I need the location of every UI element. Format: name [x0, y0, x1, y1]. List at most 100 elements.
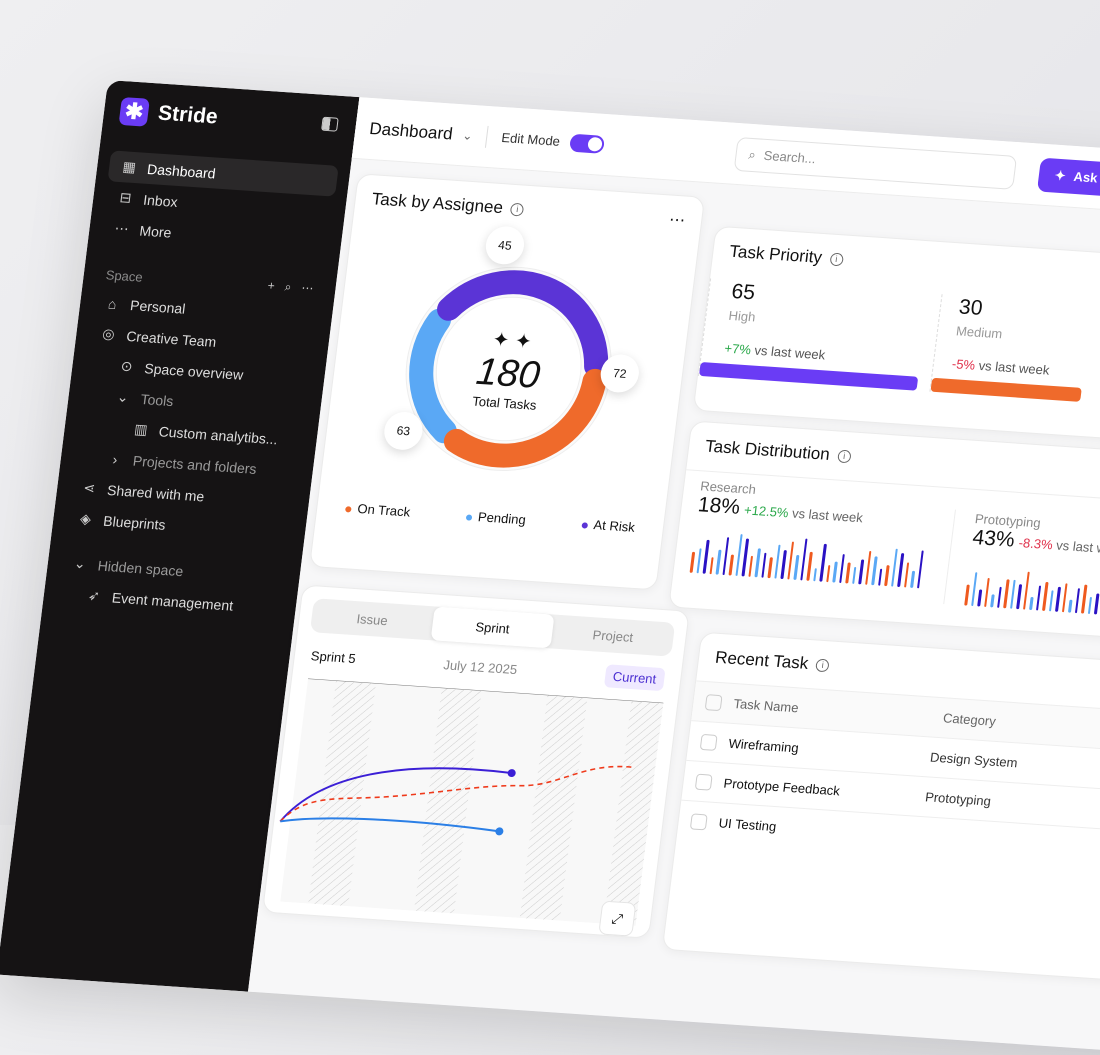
sparkline-bar [786, 541, 795, 580]
sparkline-bar [825, 565, 831, 583]
sparkline-bar [1093, 593, 1099, 615]
label: More [138, 222, 173, 241]
sparkline-bar [1067, 600, 1073, 613]
edit-mode-toggle[interactable] [568, 133, 605, 154]
label: Shared with me [106, 481, 206, 504]
sparkline-bar [715, 549, 722, 575]
dashboard-dropdown[interactable]: Dashboard ⌄ [368, 118, 473, 145]
suffix: vs last week [977, 357, 1051, 378]
sprint-burndown-chart [279, 678, 664, 926]
info-icon[interactable]: i [836, 449, 852, 463]
sparkline-bar [903, 562, 910, 588]
category: Prototyping [924, 789, 992, 809]
sparkline-bar [1029, 597, 1034, 611]
select-all-checkbox[interactable] [704, 693, 723, 711]
sparkline-bar [689, 551, 695, 573]
sparkline-bar [964, 584, 970, 606]
ask-ai-button[interactable]: ✦ Ask AI [1036, 157, 1100, 198]
column-header: Task Name [732, 696, 800, 716]
suffix: vs last week [753, 342, 827, 363]
suffix: vs last week [1055, 537, 1100, 558]
sparkline-bar [996, 586, 1002, 608]
sparkline-bar [747, 555, 754, 577]
logo-icon: ✱ [118, 96, 150, 127]
grid-icon: ▦ [121, 158, 137, 176]
sparkline-bar [728, 554, 734, 576]
sparkle-icon: ✦ [1053, 167, 1067, 183]
tab-project[interactable]: Project [591, 626, 635, 645]
download-circle-icon: ⊙ [119, 357, 134, 375]
label: Hidden space [96, 556, 185, 579]
sparkline-bar [780, 549, 787, 580]
sparkline-bar [845, 562, 851, 584]
legend-at-risk: At Risk [581, 516, 636, 535]
legend-pending: Pending [465, 508, 527, 527]
more-icon[interactable]: ⋯ [300, 280, 315, 295]
info-icon[interactable]: i [829, 252, 844, 266]
sparkline-bar [1074, 587, 1081, 614]
sparkline-bar [767, 557, 773, 579]
recent-task-card: Recent Task i Task Name Category Wireframi… [661, 631, 1100, 988]
row-checkbox[interactable] [694, 773, 713, 791]
sparkline-bar [773, 545, 781, 579]
sparkline-bar [1080, 584, 1088, 614]
card-title: Task Distribution [704, 436, 831, 464]
more-icon[interactable]: ⋯ [668, 211, 687, 230]
sparkline-bar [696, 548, 702, 574]
brand[interactable]: ✱ Stride [118, 96, 346, 140]
sparkline-bar [884, 565, 890, 587]
app-window: ✱ Stride ▦ Dashboard ⊟ Inbox ⋯ More Space + ⌕ ⋯… [0, 80, 1100, 1055]
sparkline-bar [741, 538, 749, 577]
label: Projects and folders [132, 452, 258, 477]
sparkline-bar [1061, 582, 1068, 613]
value: 18% [696, 493, 742, 519]
legend-on-track: On Track [345, 500, 412, 520]
space-label: Space [105, 266, 144, 285]
change: +7% [723, 340, 752, 358]
label: Event management [111, 589, 235, 614]
info-icon[interactable]: i [815, 658, 830, 672]
info-icon[interactable]: i [510, 202, 525, 217]
main-content: Dashboard⌄ Edit Mode ⌕Search... ✦Ask AI … [248, 97, 1100, 1055]
row-checkbox[interactable] [689, 812, 708, 830]
change: -5% [951, 356, 977, 373]
total-value: 180 [473, 350, 543, 397]
sparkline-bar [1054, 586, 1061, 612]
label: Custom analytibs... [157, 422, 279, 447]
current-badge: Current [603, 664, 666, 692]
sidebar-toggle-icon[interactable] [321, 116, 339, 132]
search-input[interactable]: ⌕ Search... [733, 136, 1017, 190]
palette-icon: ◎ [101, 325, 116, 342]
sparkline-bar [990, 594, 995, 608]
sprint-card: Issue Sprint Project Sprint 5 July 12 202… [261, 584, 690, 939]
sparkline-bar [1087, 597, 1092, 615]
donut-chart: ✦ ✦ 180 Total Tasks 45 72 63 [363, 225, 655, 507]
priority-high: 65 High +7% vs last week [697, 278, 930, 391]
chevron-down-icon: ⌄ [73, 554, 87, 572]
bar-sparkline [689, 529, 925, 589]
sparkline-bar [1022, 571, 1030, 610]
share-icon: ⋖ [82, 479, 97, 497]
priority-medium: 30 Medium -5% vs last week [929, 294, 1100, 406]
sparkline-bar [858, 559, 864, 585]
card-title: Recent Task [714, 647, 810, 673]
total-label: Total Tasks [471, 393, 538, 413]
sparkline-bar [977, 589, 982, 607]
expand-icon[interactable]: ⤢ [598, 900, 637, 937]
sparkline-bar [709, 557, 714, 575]
donut-segment-at-risk [437, 270, 609, 378]
add-icon[interactable]: + [267, 277, 276, 293]
sparkline-bar [970, 572, 978, 607]
search-icon[interactable]: ⌕ [283, 279, 293, 294]
label: Space overview [143, 359, 245, 383]
label: On Track [356, 501, 412, 520]
row-checkbox[interactable] [699, 733, 718, 751]
sparkle-icon: ✦ ✦ [491, 328, 534, 353]
distribution-research: Research 18% +12.5% vs last week [689, 478, 931, 589]
card-title: Task Priority [728, 241, 824, 267]
label: At Risk [592, 517, 636, 535]
sparkline-bar [1003, 578, 1010, 609]
change: -8.3% [1017, 535, 1054, 553]
tab-issue[interactable]: Issue [355, 610, 389, 628]
tab-sprint[interactable]: Sprint [430, 606, 555, 649]
